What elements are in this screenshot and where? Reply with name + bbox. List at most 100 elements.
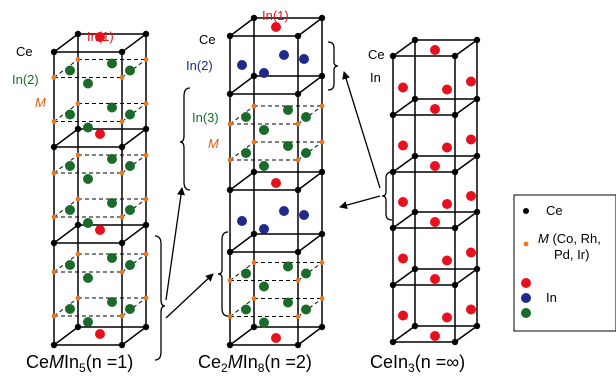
s3-ce-2-d	[473, 152, 481, 160]
s2-ce-2-d	[318, 168, 326, 176]
s1-in2-b-1-g3	[83, 218, 93, 228]
s3-in-4-top	[430, 274, 440, 284]
s2-in3-b-0-g3	[259, 161, 269, 171]
s3-ce-1-d	[473, 95, 481, 103]
structure-ce2min8	[226, 14, 326, 349]
legend-m-label: M (Co, Rh,	[538, 231, 601, 246]
s1-mplane-a-0-m-d	[143, 57, 149, 62]
s1-in2-b-0-g4	[107, 102, 117, 113]
s2-in1-mid	[271, 178, 281, 188]
s2-ce-1-c	[250, 72, 258, 80]
s3-lvl3-right	[454, 211, 478, 229]
s3-ce-0-c	[411, 36, 419, 44]
s1-mplane-b-2-m-d	[143, 295, 149, 301]
s3-lvl0-left	[392, 39, 416, 57]
s1-in2-b-2-g1	[65, 304, 75, 314]
s2-in3-b-0-g4	[283, 141, 293, 151]
s2-in3-a-1-g2	[301, 268, 311, 279]
s3-ce-4-a	[389, 281, 397, 289]
s2-ce-3-a	[226, 248, 234, 256]
s1-in2-b-0-g2	[125, 109, 135, 120]
legend-m-label-2: Pd, Ir)	[554, 247, 589, 262]
s1-lvl2-right	[121, 224, 147, 244]
legend-in-red-dot	[521, 278, 531, 288]
s1-ce-3-a	[50, 341, 58, 349]
s3-in-1-left	[398, 140, 408, 151]
s2-mplane-a-0-m-d	[319, 103, 325, 109]
s1-in2-a-0-g3	[83, 78, 93, 89]
s2-in3-a-1-g1	[241, 268, 251, 279]
s3-in-bottom	[430, 331, 440, 341]
s2-mplane-a-1-m-a	[227, 278, 233, 283]
title-cemin5: CeMIn5(n =1)	[26, 352, 133, 375]
s1-ce-1-c	[74, 125, 82, 133]
s3-in-2-top	[430, 161, 440, 171]
s3-label-in: In	[370, 70, 381, 85]
s1-in2-a-2-g4	[107, 253, 117, 263]
s3-ce-3-a	[389, 224, 397, 232]
s3-in-0-left	[398, 82, 408, 93]
s3-in-0-front	[442, 84, 452, 95]
brace-s3-left	[381, 171, 393, 221]
s3-ce-5-d	[473, 322, 481, 330]
arrow-s3-to-s2-mid	[339, 195, 381, 210]
s2-ce-0-d	[318, 14, 326, 22]
s3-ce-1-c	[411, 95, 419, 103]
legend-m-dot	[523, 241, 529, 247]
s1-in2-b-0-g3	[83, 122, 93, 133]
s3-ce-3-d	[473, 208, 481, 216]
s2-in2-0-c	[299, 54, 309, 64]
legend-in-label: In	[546, 290, 557, 305]
s1-ce-0-b	[118, 48, 126, 56]
s3-ce-3-b	[451, 224, 459, 232]
legend-ce-dot	[523, 208, 529, 214]
s1-mplane-a-0-m-c	[75, 57, 81, 62]
s3-lvl2-right	[454, 155, 478, 173]
s3-lvl1-right	[454, 98, 478, 116]
s3-in-0-right	[466, 76, 476, 87]
s3-lvl5-left	[392, 325, 416, 343]
brace-s2-left	[179, 87, 191, 191]
s1-mplane-a-1-m-d	[143, 152, 149, 158]
legend-in-green-dot	[521, 308, 531, 318]
structure-cemin5	[50, 30, 150, 349]
s1-mplane-a-2-m-b	[119, 269, 125, 275]
s3-ce-4-b	[451, 281, 459, 289]
s1-ce-0-a	[50, 48, 58, 56]
s3-in-1-front	[442, 142, 452, 153]
s2-ce-4-d	[318, 323, 326, 331]
arrow-s3-to-s2-top	[342, 71, 381, 189]
s1-in2-a-2-g1	[65, 260, 75, 270]
brace-s1-bottom	[154, 235, 166, 361]
s2-ce-0-c	[250, 14, 258, 22]
s1-ce-2-c	[74, 221, 82, 229]
s1-ce-0-c	[74, 30, 82, 38]
s1-mplane-a-1-m-a	[51, 170, 57, 176]
s1-mplane-b-0-m-b	[119, 119, 125, 124]
s2-ce-4-c	[250, 323, 258, 331]
s2-label-ce: Ce	[199, 32, 216, 47]
s3-ce-2-a	[389, 168, 397, 176]
s2-lvl4-left	[229, 326, 255, 346]
s1-lvl1-left	[53, 128, 79, 148]
legend-ce-label: Ce	[546, 203, 563, 218]
s1-lvl0-left	[53, 33, 79, 53]
s3-in-2-front	[442, 199, 452, 209]
s2-mplane-b-1-m-d	[319, 296, 325, 301]
s2-mplane-a-1-m-d	[319, 260, 325, 265]
s2-mplane-b-0-m-d	[319, 139, 325, 145]
s1-in2-b-1-g4	[107, 198, 117, 208]
s1-lvl2-left	[53, 224, 79, 244]
legend: Ce M (Co, Rh, Pd, Ir) In	[513, 194, 616, 332]
s1-label-in1: In(1)	[87, 29, 114, 44]
s3-ce-5-c	[411, 322, 419, 330]
s1-mplane-b-2-m-a	[51, 313, 57, 319]
s1-label-ce: Ce	[16, 44, 33, 59]
s2-mplane-b-1-m-c	[251, 296, 257, 301]
s2-mplane-b-0-m-a	[227, 157, 233, 163]
s2-in2-0-b	[259, 68, 269, 78]
s1-ce-2-b	[118, 239, 126, 247]
s3-lvl2-left	[392, 155, 416, 173]
s2-lvl1-right	[297, 75, 323, 95]
